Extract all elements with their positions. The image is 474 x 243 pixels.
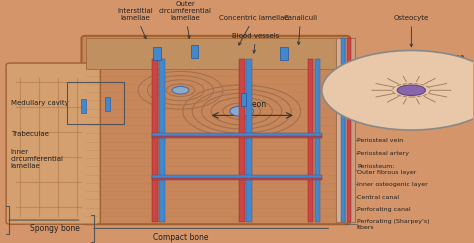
Bar (153, 47, 161, 60)
Bar (105, 96, 110, 111)
Bar (67, 82, 124, 124)
Bar (152, 59, 158, 222)
Text: Osteocyte: Osteocyte (394, 15, 429, 47)
Text: Periosteal artery: Periosteal artery (357, 151, 409, 156)
Bar (152, 178, 322, 180)
Text: Inner
circumferential
lamellae: Inner circumferential lamellae (11, 149, 64, 169)
Circle shape (322, 51, 474, 130)
Bar (152, 133, 322, 136)
Text: Compact bone: Compact bone (153, 233, 208, 242)
Text: Periosteum:
Outer fibrous layer: Periosteum: Outer fibrous layer (357, 165, 417, 175)
Bar (280, 47, 288, 60)
Bar (152, 175, 322, 178)
Text: Perforating canal: Perforating canal (357, 207, 411, 212)
Bar (308, 59, 313, 222)
Circle shape (230, 106, 254, 116)
Text: Osteon: Osteon (240, 100, 267, 109)
Bar (341, 38, 345, 222)
Circle shape (172, 87, 189, 94)
Bar (315, 59, 320, 222)
Bar (347, 38, 351, 222)
Text: Medullary cavity: Medullary cavity (11, 100, 69, 106)
Text: Outer
circumferential
lamellae: Outer circumferential lamellae (159, 1, 212, 38)
FancyBboxPatch shape (86, 38, 346, 69)
Text: Perforating (Sharpey's)
fibers: Perforating (Sharpey's) fibers (357, 219, 429, 230)
Bar (241, 93, 246, 106)
Text: Trabeculae: Trabeculae (11, 131, 49, 137)
Bar (239, 59, 245, 222)
Text: Spongy bone: Spongy bone (30, 224, 80, 233)
Text: Inner osteogenic layer: Inner osteogenic layer (357, 182, 428, 187)
Bar (246, 59, 252, 222)
Ellipse shape (397, 85, 426, 95)
Bar (336, 38, 355, 222)
Text: Periosteal vein: Periosteal vein (357, 138, 403, 143)
Bar (191, 45, 198, 58)
Bar (159, 59, 165, 222)
FancyBboxPatch shape (82, 36, 350, 224)
Text: Concentric lamellae: Concentric lamellae (219, 15, 288, 45)
FancyBboxPatch shape (6, 63, 100, 224)
Text: Central canal: Central canal (357, 194, 399, 200)
Bar (152, 136, 322, 139)
Text: Blood vessels: Blood vessels (232, 33, 280, 53)
Text: Interstitial
lamellae: Interstitial lamellae (118, 8, 154, 39)
Bar (346, 38, 355, 222)
Text: Lacuna: Lacuna (433, 54, 465, 71)
Text: Canaliculi: Canaliculi (283, 15, 318, 45)
Bar (82, 99, 86, 113)
